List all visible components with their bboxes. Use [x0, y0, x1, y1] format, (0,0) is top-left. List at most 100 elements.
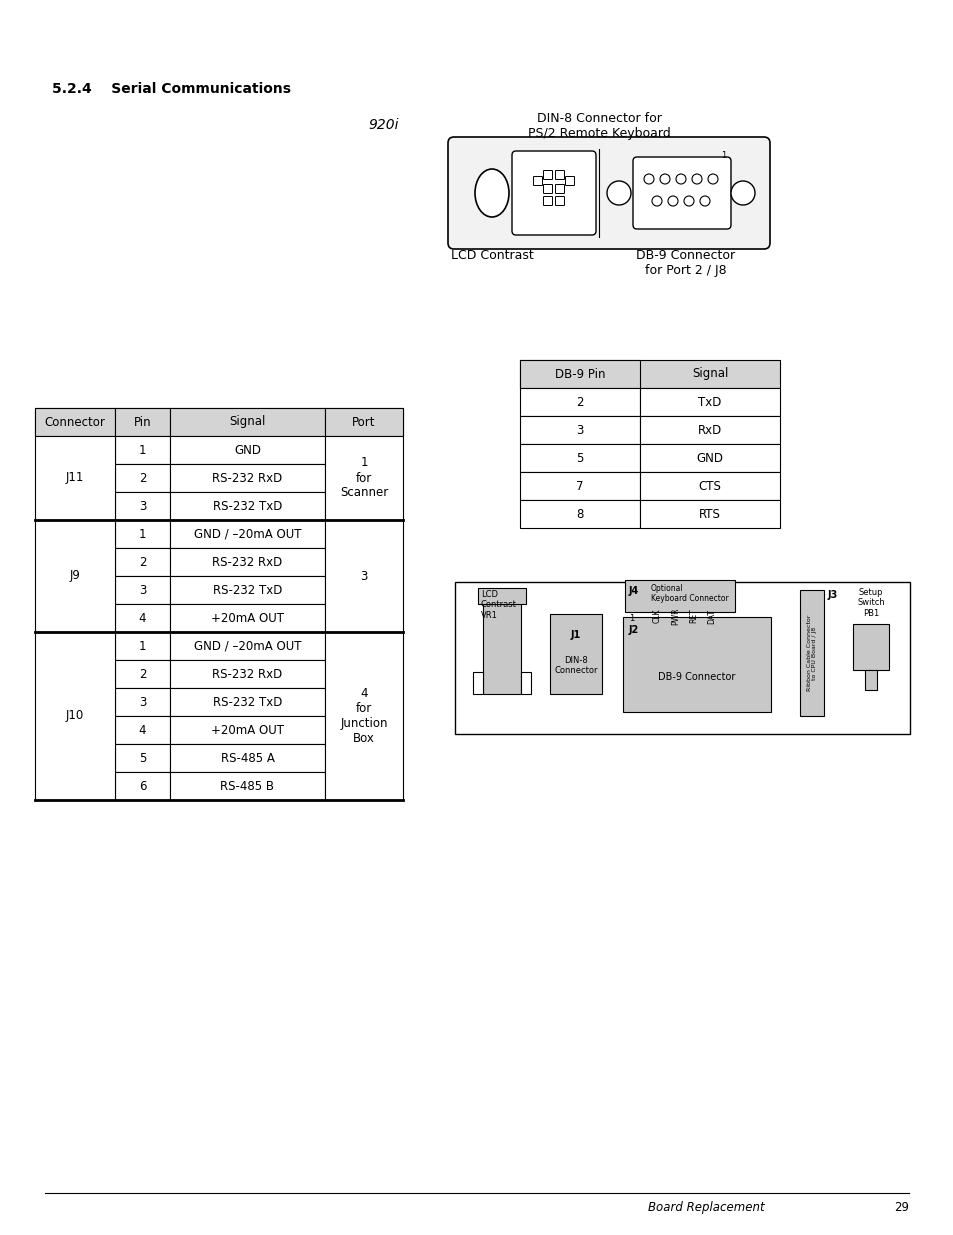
Text: 5.2.4    Serial Communications: 5.2.4 Serial Communications [52, 82, 291, 96]
Bar [35, 408, 115, 436]
Bar [170, 408, 325, 436]
Text: CTS: CTS [698, 479, 720, 493]
Text: 5: 5 [576, 452, 583, 464]
Text: J11: J11 [66, 472, 84, 484]
Text: LCD
Contrast
VR1: LCD Contrast VR1 [480, 590, 517, 620]
Text: 4: 4 [138, 611, 146, 625]
Text: RxD: RxD [698, 424, 721, 436]
Text: Connector: Connector [45, 415, 106, 429]
Bar [477, 588, 525, 604]
FancyBboxPatch shape [448, 137, 769, 249]
Text: DB-9 Pin: DB-9 Pin [554, 368, 604, 380]
Bar [325, 632, 402, 800]
Text: J10: J10 [66, 709, 84, 722]
Bar [35, 436, 115, 520]
Circle shape [691, 174, 701, 184]
FancyBboxPatch shape [543, 170, 552, 179]
Text: 4
for
Junction
Box: 4 for Junction Box [340, 687, 387, 745]
Text: J9: J9 [70, 569, 80, 583]
FancyBboxPatch shape [555, 196, 564, 205]
Bar [519, 359, 780, 388]
Bar [170, 492, 325, 520]
Text: RS-232 TxD: RS-232 TxD [213, 583, 282, 597]
Text: DAT: DAT [706, 609, 716, 624]
Bar [622, 618, 770, 713]
Circle shape [667, 196, 678, 206]
Text: GND: GND [233, 443, 261, 457]
Text: RET: RET [688, 609, 698, 624]
Bar [519, 416, 639, 445]
Text: RS-232 TxD: RS-232 TxD [213, 499, 282, 513]
Text: RS-232 RxD: RS-232 RxD [213, 667, 282, 680]
Text: TxD: TxD [698, 395, 720, 409]
Text: J2: J2 [628, 625, 639, 635]
Text: 3: 3 [139, 583, 146, 597]
Bar [325, 408, 402, 436]
Bar [624, 580, 734, 613]
Text: 1: 1 [138, 640, 146, 652]
Circle shape [707, 174, 718, 184]
Text: 1: 1 [138, 527, 146, 541]
Text: 2: 2 [138, 472, 146, 484]
Text: +20mA OUT: +20mA OUT [211, 724, 284, 736]
Ellipse shape [475, 169, 509, 217]
Text: 3: 3 [139, 695, 146, 709]
Circle shape [700, 196, 709, 206]
Text: 29: 29 [893, 1200, 908, 1214]
Text: LCD Contrast: LCD Contrast [450, 249, 533, 262]
Bar [170, 772, 325, 800]
Text: Signal: Signal [229, 415, 265, 429]
Bar [170, 464, 325, 492]
Text: J4: J4 [628, 585, 639, 597]
Bar [519, 445, 639, 472]
Text: 8: 8 [576, 508, 583, 520]
Bar [639, 500, 780, 529]
Text: GND: GND [696, 452, 722, 464]
Text: 1: 1 [720, 151, 726, 161]
Bar [170, 576, 325, 604]
Text: 5: 5 [139, 752, 146, 764]
Text: Ribbon Cable Connector
to CPU Board / J8: Ribbon Cable Connector to CPU Board / J8 [805, 615, 817, 692]
Circle shape [730, 182, 754, 205]
Text: GND / –20mA OUT: GND / –20mA OUT [193, 640, 301, 652]
Text: 3: 3 [360, 569, 367, 583]
Text: RS-232 RxD: RS-232 RxD [213, 472, 282, 484]
Bar [519, 388, 639, 416]
Bar [115, 604, 170, 632]
Bar [115, 408, 170, 436]
Bar [455, 582, 909, 734]
Bar [170, 436, 325, 464]
Bar [520, 672, 531, 694]
Text: 2: 2 [138, 667, 146, 680]
Text: 2: 2 [576, 395, 583, 409]
Bar [35, 632, 115, 800]
Bar [852, 624, 888, 671]
Text: Pin: Pin [133, 415, 152, 429]
FancyBboxPatch shape [512, 151, 596, 235]
Text: 2: 2 [138, 556, 146, 568]
Text: RS-232 RxD: RS-232 RxD [213, 556, 282, 568]
FancyBboxPatch shape [543, 184, 552, 194]
Bar [115, 548, 170, 576]
Text: J1: J1 [570, 630, 580, 640]
Circle shape [683, 196, 693, 206]
Bar [473, 672, 482, 694]
Circle shape [651, 196, 661, 206]
Text: 1
for
Scanner: 1 for Scanner [339, 457, 388, 499]
Text: Optional
Keyboard Connector: Optional Keyboard Connector [650, 584, 728, 604]
Text: GND / –20mA OUT: GND / –20mA OUT [193, 527, 301, 541]
Bar [550, 614, 601, 694]
Bar [115, 464, 170, 492]
Text: Setup
Switch
PB1: Setup Switch PB1 [856, 588, 884, 618]
Circle shape [643, 174, 654, 184]
Bar [639, 388, 780, 416]
Bar [115, 632, 170, 659]
Bar [864, 671, 876, 690]
Text: 1: 1 [628, 614, 634, 622]
Text: +20mA OUT: +20mA OUT [211, 611, 284, 625]
Bar [115, 688, 170, 716]
Bar [115, 772, 170, 800]
Text: 6: 6 [138, 779, 146, 793]
Bar [639, 445, 780, 472]
Text: DB-9 Connector
for Port 2 / J8: DB-9 Connector for Port 2 / J8 [636, 249, 735, 277]
